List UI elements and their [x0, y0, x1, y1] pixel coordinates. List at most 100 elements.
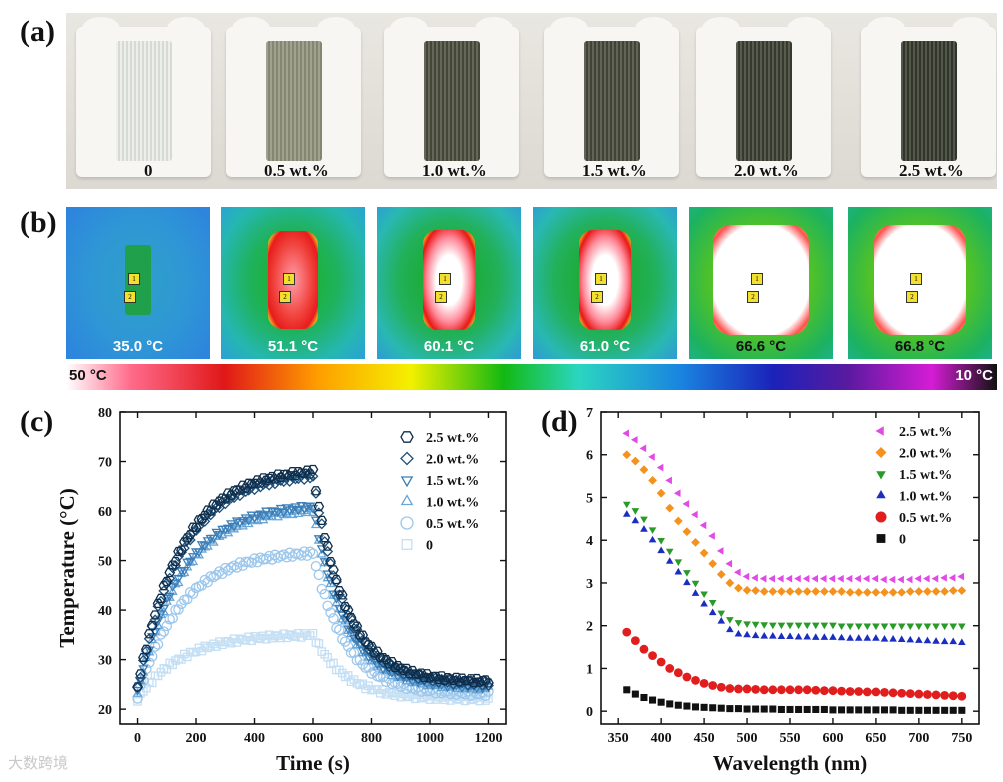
data-point [914, 689, 924, 699]
data-point [803, 632, 811, 640]
data-point [345, 613, 357, 625]
data-point [165, 658, 175, 668]
data-point [915, 623, 923, 631]
data-point [837, 686, 846, 696]
data-point [923, 574, 930, 583]
data-point [208, 534, 219, 544]
data-point [871, 687, 881, 697]
data-point [313, 501, 325, 512]
data-point [897, 623, 906, 631]
data-point [342, 641, 354, 652]
data-point [888, 575, 896, 584]
measurement-marker-icon: 2 [591, 291, 603, 303]
yarn-card [544, 17, 679, 177]
data-point [331, 622, 342, 634]
data-point [193, 515, 205, 525]
data-point [466, 695, 476, 705]
data-point [691, 510, 698, 519]
data-point [777, 632, 786, 640]
y-tick-label: 80 [98, 406, 112, 421]
data-point [665, 503, 675, 513]
data-point [786, 632, 794, 640]
data-point [674, 559, 683, 566]
data-point [674, 701, 682, 709]
data-point [164, 592, 175, 602]
data-point [759, 574, 767, 583]
data-point [648, 475, 657, 485]
x-axis-label: Time (s) [276, 751, 350, 775]
series-group [622, 627, 967, 701]
data-point [725, 578, 735, 588]
data-point [819, 686, 829, 696]
data-point [915, 636, 923, 643]
x-tick-label: 600 [822, 731, 843, 746]
x-tick-label: 600 [303, 731, 324, 746]
data-point [246, 479, 257, 489]
data-point [725, 684, 735, 693]
data-point [777, 587, 786, 596]
data-point [794, 622, 803, 630]
data-point [726, 617, 734, 624]
legend-marker [876, 490, 886, 499]
data-point [366, 668, 377, 679]
data-point [648, 651, 657, 661]
legend-label: 0.5 wt.% [426, 517, 479, 532]
data-point [304, 502, 316, 512]
data-point [940, 587, 950, 596]
data-point [734, 705, 742, 713]
data-point [240, 514, 251, 524]
data-point [348, 619, 360, 629]
data-point [957, 586, 967, 596]
data-point [914, 587, 924, 596]
thermal-temperature-label: 66.6 °C [735, 338, 787, 355]
yarn-winding [736, 41, 792, 161]
x-tick-label: 450 [694, 731, 715, 746]
data-point [267, 633, 277, 643]
data-point [310, 487, 322, 499]
legend-label: 2.5 wt.% [899, 425, 952, 440]
data-point [673, 668, 683, 678]
data-point [897, 587, 907, 597]
data-point [819, 587, 829, 596]
data-point [700, 599, 708, 607]
legend: 2.5 wt.% 2.0 wt.% 1.5 wt.% 1.0 wt.% 0.5 wt.%… [400, 431, 479, 554]
y-tick-label: 50 [98, 555, 112, 570]
data-point [278, 508, 289, 518]
data-point [137, 654, 149, 666]
panel-label-c: (c) [20, 405, 54, 438]
data-point [906, 623, 915, 631]
data-point [170, 556, 181, 567]
thermal-temperature-label: 60.1 °C [423, 338, 475, 355]
x-tick-label: 1200 [474, 731, 502, 746]
data-point [657, 698, 665, 706]
data-point [923, 623, 932, 631]
x-tick-label: 400 [244, 731, 265, 746]
data-point [173, 577, 184, 587]
data-point [159, 664, 169, 673]
y-axis-label: Temperature (°C) [60, 488, 79, 647]
data-point [196, 541, 207, 550]
y-tick-label: 30 [98, 654, 112, 669]
data-point [880, 687, 889, 697]
data-point [212, 642, 221, 651]
data-point [260, 553, 272, 565]
data-point [794, 587, 803, 596]
measurement-marker-icon: 1 [595, 273, 607, 285]
data-point [313, 569, 325, 581]
data-point [683, 702, 691, 710]
data-point [419, 692, 429, 702]
legend-marker [400, 451, 414, 466]
data-point [223, 636, 233, 646]
data-point [837, 574, 844, 583]
data-point [923, 706, 931, 714]
data-point [717, 704, 725, 712]
data-point [673, 516, 683, 526]
thermal-temperature-label: 66.8 °C [894, 338, 946, 355]
legend-label: 0 [899, 533, 906, 548]
data-point [416, 693, 426, 703]
data-point [149, 610, 161, 620]
data-point [182, 594, 193, 605]
yarn-winding [584, 41, 640, 161]
data-point [162, 665, 172, 674]
data-point [322, 541, 333, 551]
